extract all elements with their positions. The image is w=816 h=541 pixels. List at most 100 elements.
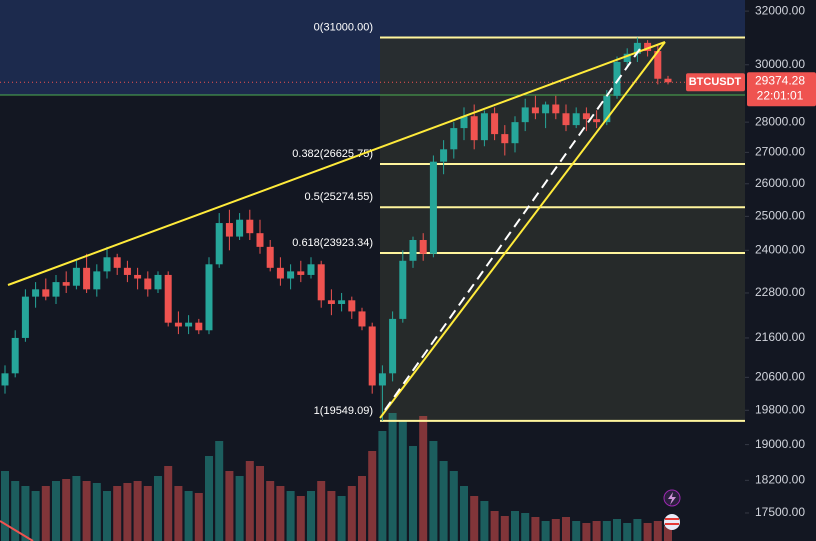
candle-body <box>225 223 233 237</box>
volume-bar <box>184 491 193 541</box>
candle-body <box>174 322 182 327</box>
volume-bar <box>41 486 50 541</box>
volume-bar <box>133 481 142 541</box>
volume-bar <box>368 451 377 541</box>
volume-bar <box>11 481 20 541</box>
candle-body <box>154 274 162 290</box>
candle-body <box>460 116 468 129</box>
y-tick-label: 19800.00 <box>755 402 805 416</box>
volume-bar <box>215 441 224 541</box>
volume-bar <box>245 461 254 541</box>
candle-body <box>378 373 386 386</box>
candle-body <box>572 113 580 126</box>
candle-body <box>42 289 50 297</box>
candle-body <box>552 104 560 114</box>
price-badge <box>747 72 816 107</box>
volume-bar <box>286 491 295 541</box>
y-tick-label: 22800.00 <box>755 285 805 299</box>
candle-body <box>409 239 417 261</box>
volume-bar <box>337 496 346 541</box>
volume-bar <box>409 446 417 541</box>
volume-bar <box>541 521 550 541</box>
volume-bar <box>103 491 111 541</box>
candle-body <box>134 274 142 279</box>
y-tick-label: 19000.00 <box>755 437 805 451</box>
volume-bar <box>235 476 244 541</box>
candle-body <box>113 257 121 268</box>
candle-body <box>185 322 193 327</box>
volume-bar <box>572 521 581 541</box>
volume-bar <box>582 523 591 541</box>
candle-body <box>236 219 244 237</box>
volume-bar <box>613 519 621 541</box>
candle-body <box>491 113 499 135</box>
volume-bar <box>72 476 81 541</box>
candle-body <box>531 107 539 114</box>
volume-bar <box>154 476 162 541</box>
countdown: 22:01:01 <box>757 88 804 102</box>
volume-layer <box>1 413 672 541</box>
candle-body <box>195 322 203 331</box>
volume-bar <box>143 486 152 541</box>
candle-body <box>358 311 366 327</box>
y-tick-label: 18200.00 <box>755 473 805 487</box>
volume-bar <box>531 517 540 541</box>
candle-body <box>205 264 213 331</box>
volume-bar <box>123 483 132 541</box>
volume-bar <box>276 486 285 541</box>
volume-bar <box>623 523 632 541</box>
candle-body <box>256 233 264 247</box>
fib-label: 1(19549.09) <box>314 405 373 417</box>
volume-bar <box>378 431 387 541</box>
volume-bar <box>480 501 489 541</box>
volume-bar <box>429 441 438 541</box>
candle-body <box>501 134 509 144</box>
y-tick-label: 32000.00 <box>755 3 805 17</box>
volume-bar <box>327 491 336 541</box>
volume-bar <box>358 476 366 541</box>
fib-layer: 0(31000.00)0.382(26625.75)0.5(25274.55)0… <box>292 21 745 422</box>
volume-bar <box>62 479 71 541</box>
candle-body <box>103 257 111 272</box>
flag-icon[interactable] <box>664 514 680 530</box>
candle-body <box>266 246 274 268</box>
symbol-label: BTCUSDT <box>689 76 742 88</box>
volume-bar <box>52 481 60 541</box>
volume-bar <box>317 481 326 541</box>
volume-bar <box>194 493 203 541</box>
volume-bar <box>398 421 407 541</box>
fib-label: 0.5(25274.55) <box>305 191 374 203</box>
volume-bar <box>664 526 672 541</box>
candle-body <box>542 104 550 114</box>
volume-bar <box>82 481 91 541</box>
candle-body <box>582 113 590 120</box>
volume-bar <box>388 413 397 541</box>
y-tick-label: 20600.00 <box>755 370 805 384</box>
flag-stripe <box>665 518 679 520</box>
y-tick-label: 30000.00 <box>755 57 805 71</box>
candle-body <box>21 296 29 338</box>
lightning <box>668 492 676 505</box>
symbol-badge <box>686 73 745 92</box>
candle-body <box>276 267 284 279</box>
candle-body <box>287 271 295 279</box>
candle-body <box>1 373 9 386</box>
volume-bar <box>551 519 560 541</box>
candle-layer <box>0 37 745 421</box>
candle-body <box>664 78 672 83</box>
volume-bar <box>562 517 570 541</box>
volume-bar <box>113 486 122 541</box>
volume-bar <box>296 496 305 541</box>
fib-label: 0(31000.00) <box>314 21 373 33</box>
candle-body <box>654 51 662 79</box>
volume-bar <box>205 456 213 541</box>
y-tick-label: 21600.00 <box>755 330 805 344</box>
candle-body <box>123 267 131 275</box>
volume-bar <box>521 513 530 541</box>
candle-body <box>562 113 570 126</box>
volume-bar <box>92 483 101 541</box>
candle-body <box>11 337 19 374</box>
volume-bar <box>602 521 611 541</box>
last-price: 29374.28 <box>755 73 805 87</box>
candle-body <box>246 219 254 234</box>
